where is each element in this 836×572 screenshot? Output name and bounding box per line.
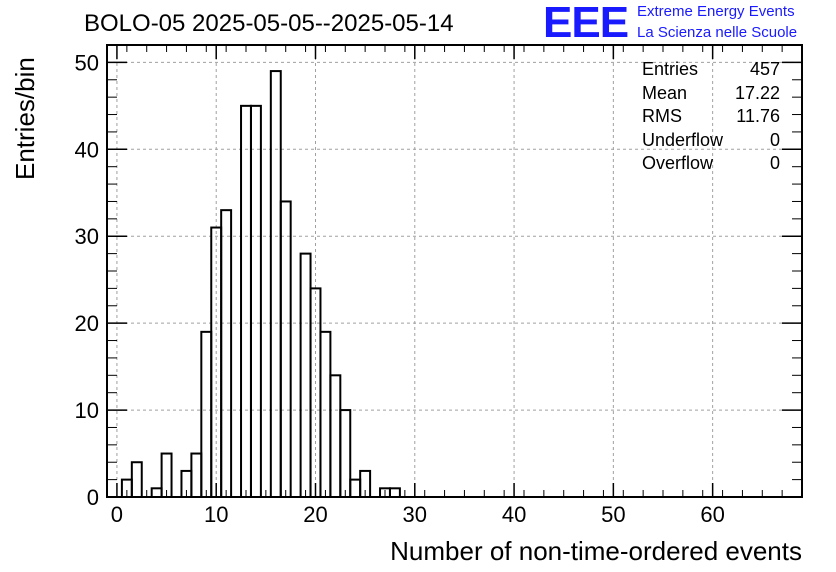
y-tick-label-1: 10 bbox=[75, 398, 99, 423]
eee-logo-mark: EEE bbox=[543, 0, 629, 47]
x-tick-label-4: 40 bbox=[502, 502, 526, 527]
logo-tagline-2: La Scienza nelle Scuole bbox=[637, 24, 798, 41]
histogram-bin-14 bbox=[269, 70, 282, 498]
stats-label-entries: Entries bbox=[642, 59, 699, 79]
x-tick-label-5: 50 bbox=[601, 502, 625, 527]
x-tick-label-0: 0 bbox=[111, 502, 123, 527]
stats-row-overflow: Overflow 0 bbox=[642, 152, 780, 176]
stats-label-rms: RMS bbox=[642, 106, 682, 126]
histogram-bin-17 bbox=[299, 252, 312, 498]
histogram-bin-7 bbox=[200, 330, 213, 498]
stats-label-overflow: Overflow bbox=[642, 153, 714, 173]
y-axis-label: Entries/bin bbox=[10, 57, 40, 180]
histogram-bin-1 bbox=[130, 461, 143, 499]
x-tick-label-1: 10 bbox=[204, 502, 228, 527]
stats-value-entries: 457 bbox=[749, 59, 780, 79]
stats-value-rms: 11.76 bbox=[736, 106, 780, 126]
x-tick-label-2: 20 bbox=[303, 502, 327, 527]
y-tick-label-3: 30 bbox=[75, 224, 99, 249]
stats-row-rms: RMS 11.76 bbox=[642, 105, 780, 129]
histogram-bin-2 bbox=[150, 487, 163, 498]
stats-value-mean: 17.22 bbox=[734, 82, 780, 103]
y-tick-label-0: 0 bbox=[87, 485, 99, 510]
stats-box: Entries 457 Mean 17.22 RMS 11.76 Underfl… bbox=[642, 58, 780, 176]
logo-tagline-1: Extreme Energy Events bbox=[637, 3, 795, 20]
stats-label-mean: Mean bbox=[642, 82, 688, 103]
y-tick-label-5: 50 bbox=[75, 50, 99, 75]
histogram-bin-21 bbox=[339, 409, 352, 499]
stats-row-entries: Entries 457 bbox=[642, 58, 780, 82]
histogram-bin-9 bbox=[220, 209, 233, 498]
stats-value-underflow: 0 bbox=[769, 129, 780, 150]
y-tick-label-2: 20 bbox=[75, 311, 99, 336]
histogram-bin-12 bbox=[249, 104, 262, 498]
x-axis-label: Number of non-time-ordered events bbox=[390, 536, 802, 566]
stats-label-underflow: Underflow bbox=[642, 129, 724, 150]
stats-row-mean: Mean 17.22 bbox=[642, 82, 780, 106]
histogram-bin-20 bbox=[329, 374, 342, 498]
histogram-bin-22 bbox=[349, 478, 362, 499]
stats-value-overflow: 0 bbox=[769, 153, 780, 173]
histogram-bin-15 bbox=[279, 200, 292, 498]
histogram-bin-26 bbox=[388, 487, 401, 498]
x-tick-label-6: 60 bbox=[700, 502, 724, 527]
histogram-bin-11 bbox=[240, 104, 252, 498]
x-tick-label-3: 30 bbox=[403, 502, 427, 527]
histogram-bin-19 bbox=[319, 330, 332, 498]
y-tick-label-4: 40 bbox=[75, 137, 99, 162]
stats-row-underflow: Underflow 0 bbox=[642, 129, 780, 153]
chart-title: BOLO-05 2025-05-05--2025-05-14 bbox=[84, 10, 454, 37]
histogram-bin-6 bbox=[190, 452, 203, 498]
